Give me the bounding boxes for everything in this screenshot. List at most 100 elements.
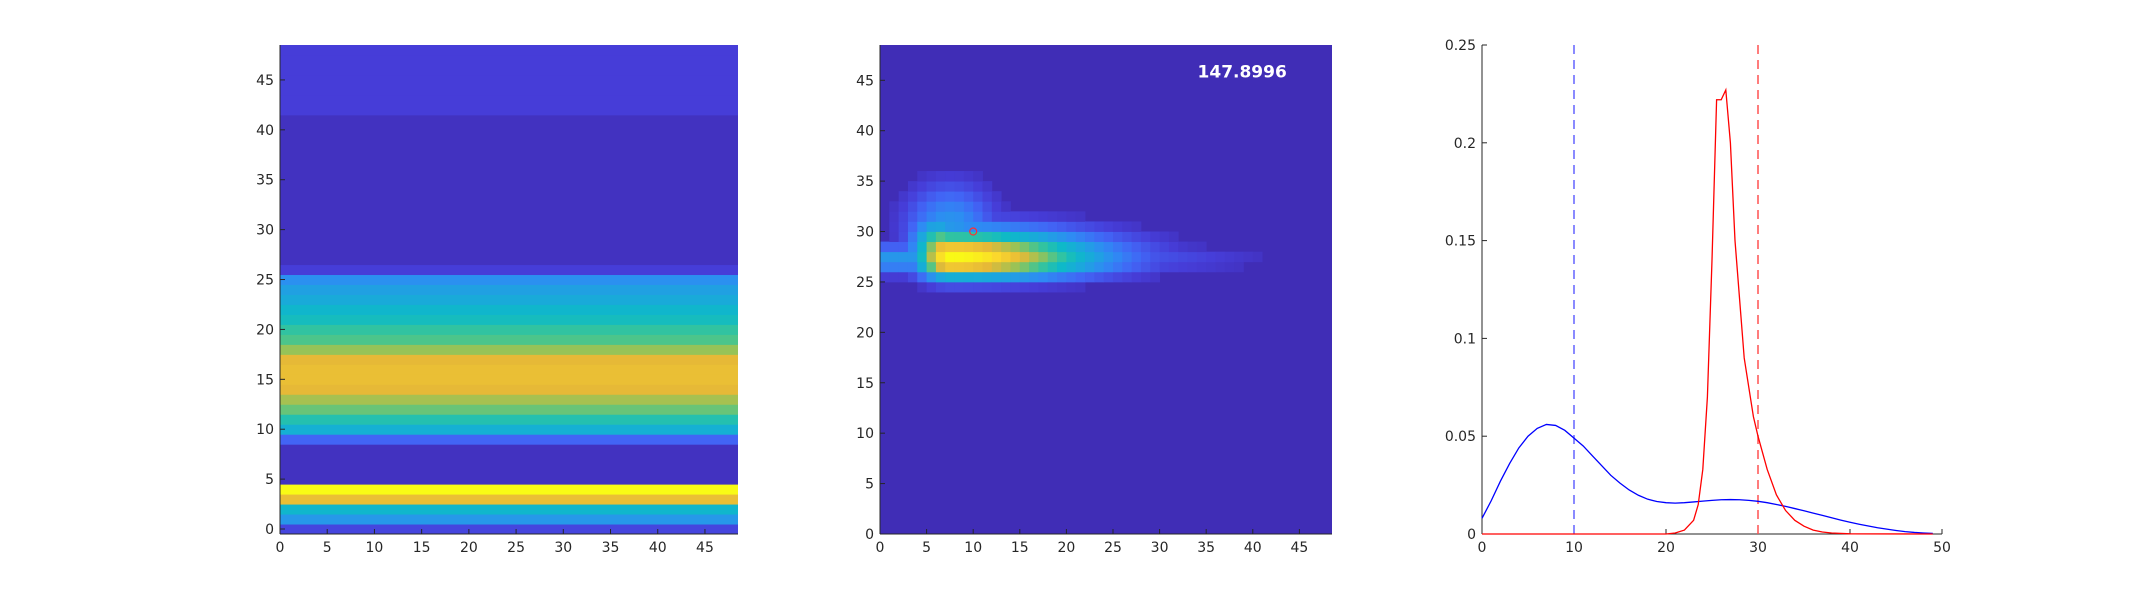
heatmap-cell bbox=[935, 221, 946, 232]
heatmap-cell bbox=[982, 211, 993, 222]
heatmap-cell bbox=[926, 171, 937, 182]
heatmap-row bbox=[280, 214, 738, 226]
heatmap-cell bbox=[1029, 221, 1039, 232]
heatmap-cell bbox=[1057, 221, 1067, 232]
heatmap-cell bbox=[1047, 261, 1058, 273]
heatmap-cell bbox=[898, 271, 909, 283]
x-tick-label: 10 bbox=[1565, 540, 1583, 556]
heatmap-cell bbox=[935, 281, 946, 293]
heatmap-cell bbox=[926, 181, 937, 192]
heatmap-cell bbox=[973, 261, 983, 273]
heatmap-cell bbox=[963, 201, 974, 212]
heatmap-row bbox=[280, 154, 738, 166]
heatmap-cell bbox=[1140, 271, 1151, 283]
y-tick-label: 15 bbox=[856, 376, 874, 392]
heatmap-row bbox=[280, 74, 738, 86]
x-tick-label: 20 bbox=[1057, 540, 1075, 556]
y-tick-label: 0.25 bbox=[1445, 38, 1476, 54]
heatmap-cell bbox=[917, 211, 927, 222]
heatmap-cell bbox=[954, 201, 965, 212]
heatmap-cell bbox=[889, 241, 900, 253]
heatmap-row bbox=[280, 424, 738, 435]
heatmap-cell bbox=[945, 251, 955, 263]
heatmap-cell bbox=[1019, 271, 1030, 283]
heatmap-cell bbox=[1038, 241, 1049, 253]
y-tick-label: 15 bbox=[256, 372, 274, 388]
heatmap-cell bbox=[880, 261, 890, 273]
x-tick-label: 0 bbox=[1478, 540, 1487, 556]
heatmap-cell bbox=[1168, 241, 1179, 253]
x-tick-label: 25 bbox=[1104, 540, 1122, 556]
heatmap-cell bbox=[1187, 241, 1198, 253]
heatmap-cell bbox=[1047, 211, 1058, 222]
heatmap-cell bbox=[1085, 261, 1095, 273]
y-tick-label: 0.05 bbox=[1445, 429, 1476, 445]
heatmap-cell bbox=[1094, 251, 1105, 263]
heatmap-cell bbox=[1019, 221, 1030, 232]
y-tick-label: 10 bbox=[856, 426, 874, 442]
heatmap-cell bbox=[1038, 251, 1049, 263]
heatmap-cell bbox=[982, 231, 993, 243]
y-tick-label: 25 bbox=[856, 275, 874, 291]
y-tick-label: 35 bbox=[256, 173, 274, 189]
heatmap-cell bbox=[1224, 251, 1235, 263]
heatmap-cell bbox=[1150, 271, 1160, 283]
heatmap-cell bbox=[1057, 261, 1067, 273]
heatmap-cell bbox=[935, 261, 946, 273]
heatmap-cell bbox=[945, 231, 955, 243]
heatmap-cell bbox=[1122, 231, 1133, 243]
y-tick-label: 25 bbox=[256, 273, 274, 289]
heatmap-cell bbox=[963, 261, 974, 273]
heatmap-cell bbox=[926, 281, 937, 293]
heatmap-cell bbox=[1178, 251, 1188, 263]
heatmap-cell bbox=[1029, 261, 1039, 273]
heatmap-row bbox=[280, 284, 738, 295]
heatmap-cell bbox=[1066, 241, 1077, 253]
heatmap-cell bbox=[945, 221, 955, 232]
heatmap-cell bbox=[898, 191, 909, 202]
heatmap-cell bbox=[1075, 281, 1086, 293]
x-tick-label: 40 bbox=[649, 540, 667, 556]
heatmap-cell bbox=[1224, 261, 1235, 273]
y-tick-label: 5 bbox=[865, 477, 874, 493]
heatmap-cell bbox=[1112, 271, 1123, 283]
heatmap-cell bbox=[917, 221, 927, 232]
heatmap-cell bbox=[898, 251, 909, 263]
heatmap-cell bbox=[1001, 201, 1011, 212]
y-tick-label: 20 bbox=[856, 325, 874, 341]
heatmap-cell bbox=[917, 181, 927, 192]
heatmap-cell bbox=[1187, 251, 1198, 263]
heatmap-cell bbox=[954, 281, 965, 293]
x-tick-label: 5 bbox=[922, 540, 931, 556]
heatmap-row bbox=[280, 414, 738, 425]
x-tick-label: 45 bbox=[696, 540, 714, 556]
heatmap-cell bbox=[1019, 211, 1030, 222]
heatmap-cell bbox=[982, 281, 993, 293]
heatmap-row bbox=[280, 224, 738, 236]
heatmap-cell bbox=[973, 281, 983, 293]
heatmap-cell bbox=[1112, 221, 1123, 232]
heatmap-cell bbox=[982, 271, 993, 283]
heatmap-row bbox=[280, 234, 738, 246]
heatmap-cell bbox=[1243, 251, 1254, 263]
heatmap-cell bbox=[926, 241, 937, 253]
heatmap-cell bbox=[1131, 271, 1142, 283]
heatmap-cell bbox=[917, 231, 927, 243]
heatmap-row bbox=[280, 384, 738, 395]
heatmap-cell bbox=[1196, 251, 1207, 263]
heatmap-cell bbox=[1085, 241, 1095, 253]
heatmap-cell bbox=[926, 201, 937, 212]
heatmap-row bbox=[280, 144, 738, 156]
heatmap-cell bbox=[917, 261, 927, 273]
heatmap-cell bbox=[1085, 221, 1095, 232]
heatmap-cell bbox=[907, 261, 918, 273]
heatmap-cell bbox=[991, 191, 1002, 202]
heatmap-cell bbox=[1029, 241, 1039, 253]
heatmap-cell bbox=[889, 261, 900, 273]
heatmap-cell bbox=[1066, 221, 1077, 232]
heatmap-row bbox=[280, 394, 738, 405]
heatmap-cell bbox=[1252, 251, 1263, 263]
heatmap-cell bbox=[1122, 251, 1133, 263]
heatmap-cell bbox=[1001, 231, 1011, 243]
heatmap-cell bbox=[991, 211, 1002, 222]
